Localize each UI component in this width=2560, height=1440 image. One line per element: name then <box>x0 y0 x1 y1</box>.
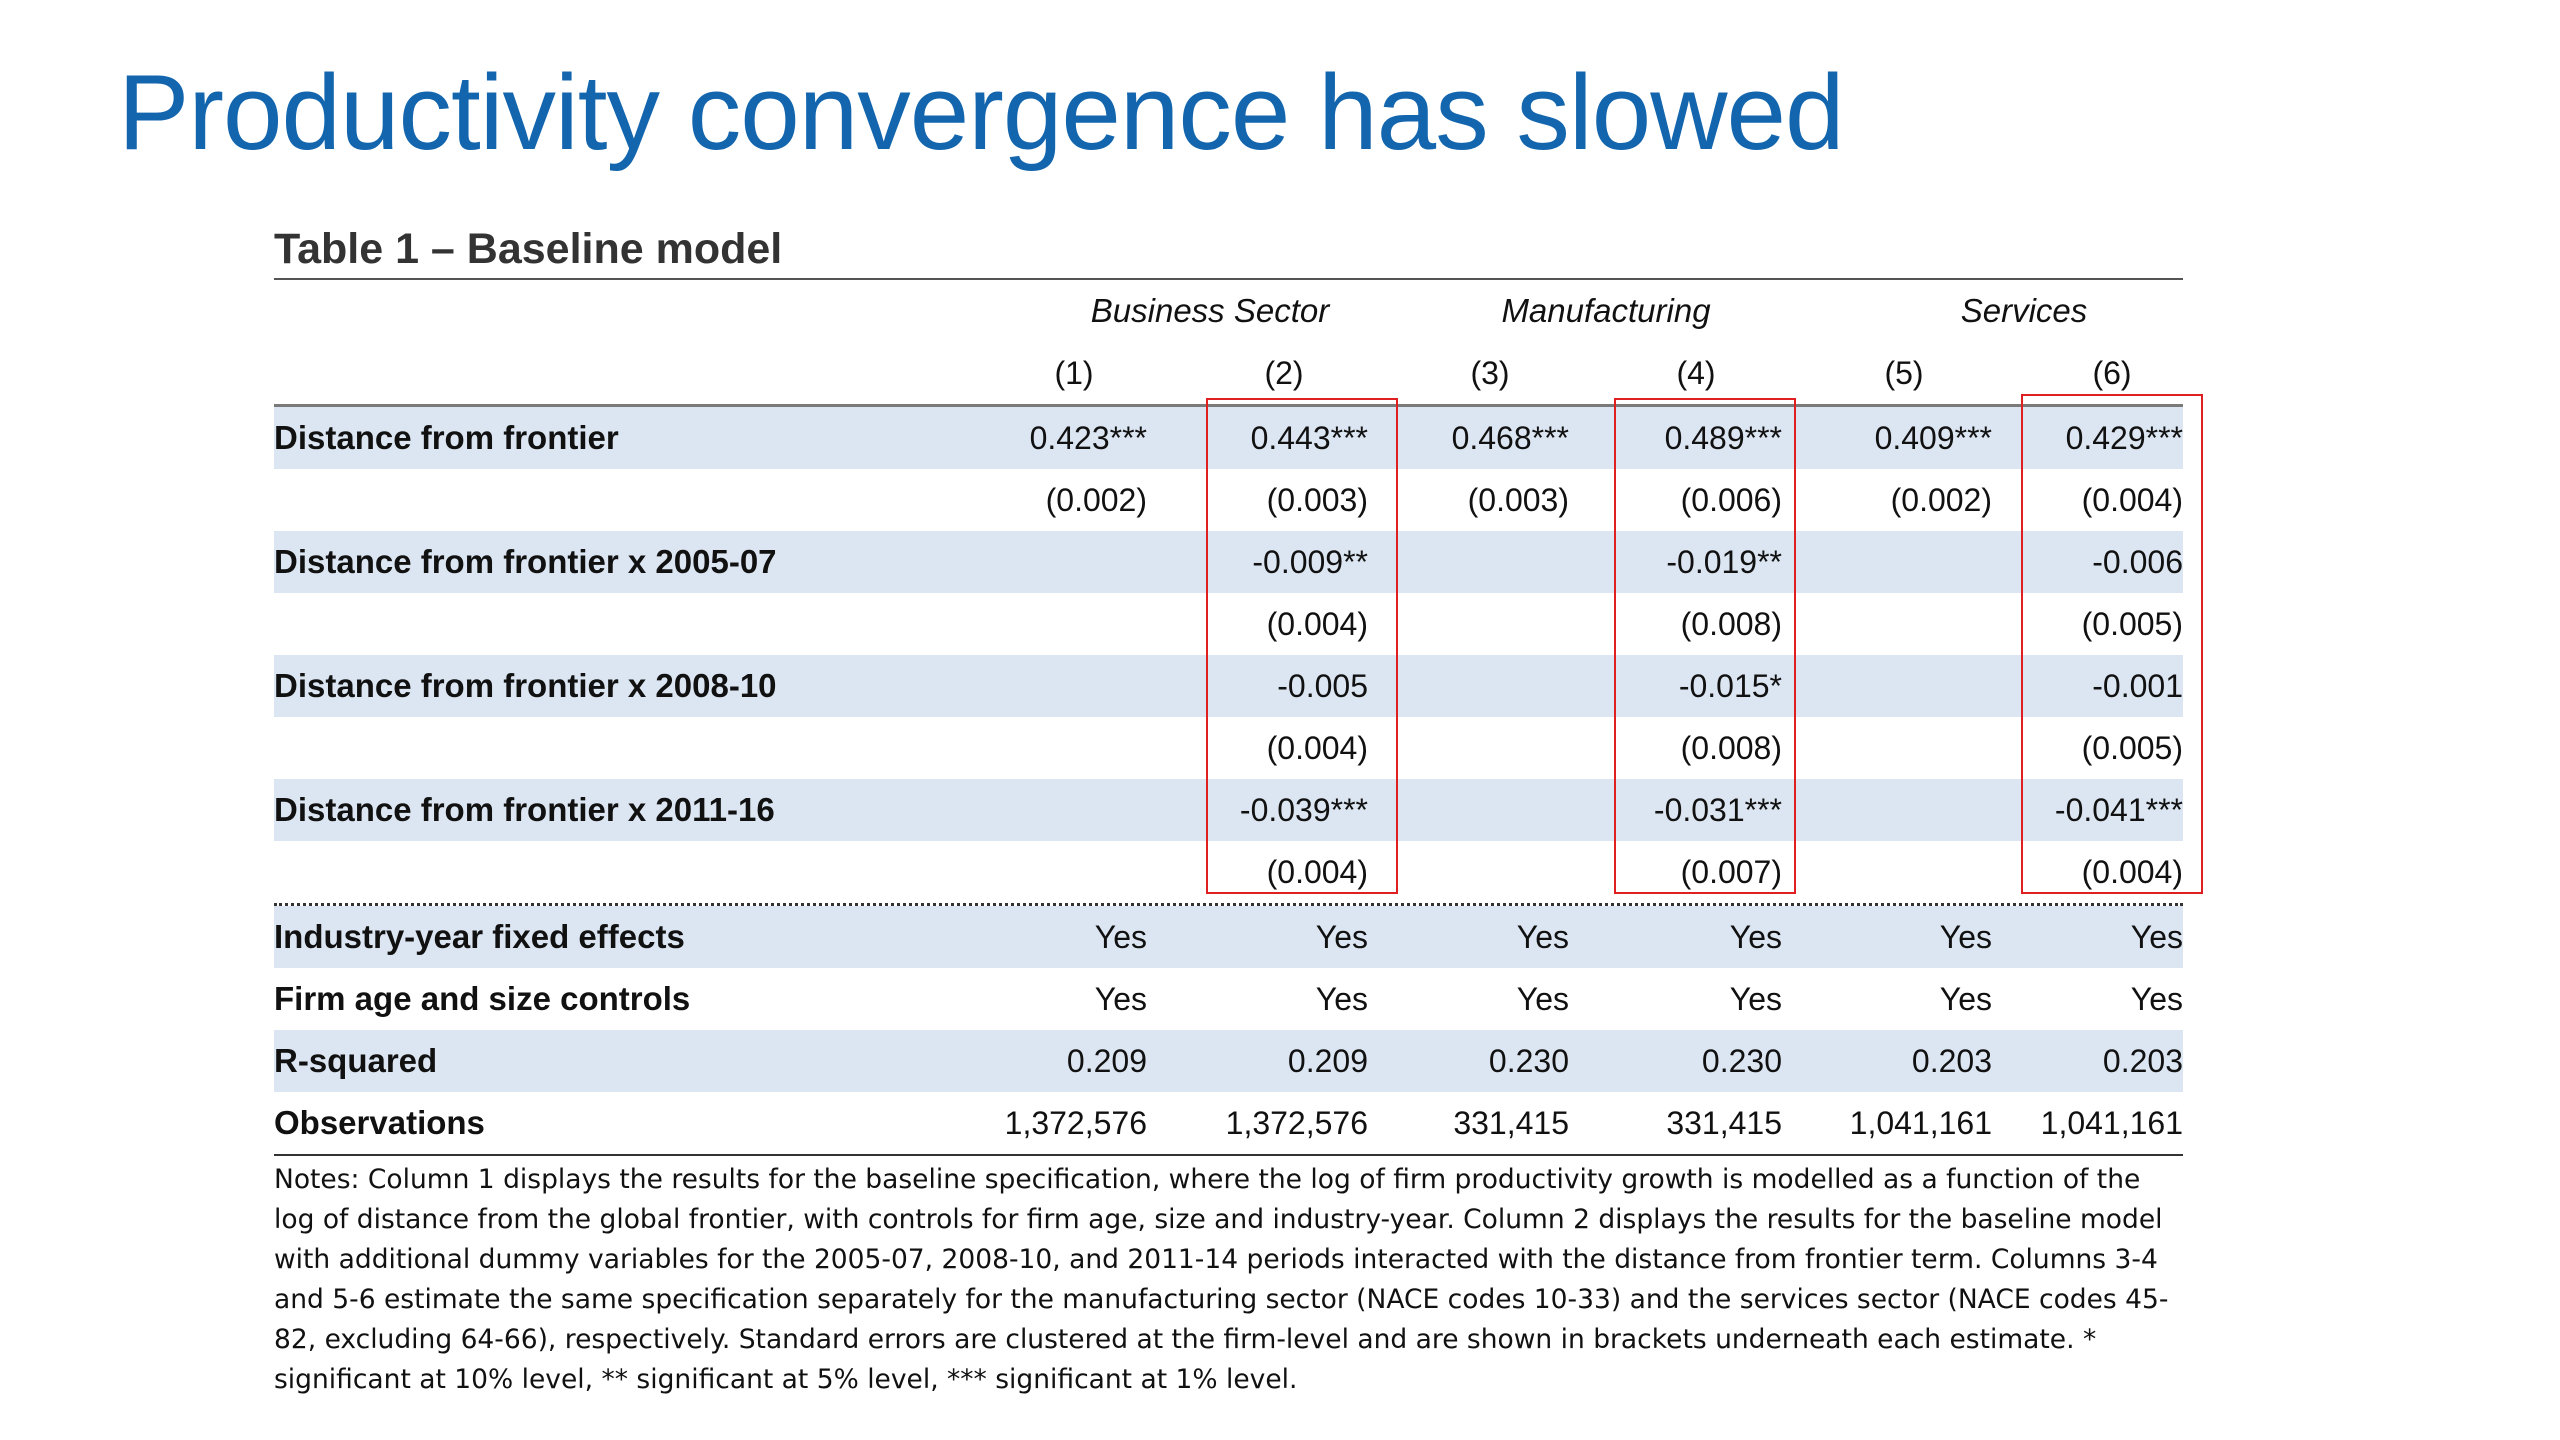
table-row: Observations 1,372,576 1,372,576 331,415 331… <box>274 1092 2183 1154</box>
table-cell: -0.039*** <box>1239 792 1368 828</box>
table-cell: (0.004) <box>1266 730 1368 766</box>
table-cell: (0.003) <box>1266 482 1368 518</box>
column-number: (5) <box>1884 355 1924 391</box>
group-header-row: Business Sector Manufacturing Services <box>274 280 2183 342</box>
table-cell: Yes <box>1315 981 1368 1017</box>
table-cell: 0.468*** <box>1451 420 1569 456</box>
table-cell: 331,415 <box>1666 1105 1782 1141</box>
column-number: (2) <box>1264 355 1304 391</box>
row-label: Distance from frontier <box>274 419 619 456</box>
table-row: (0.004) (0.008) (0.005) <box>274 717 2183 779</box>
table-cell: 0.209 <box>1287 1043 1368 1079</box>
table-cell: (0.003) <box>1467 482 1569 518</box>
table-cell: Yes <box>1315 919 1368 955</box>
table-row: Distance from frontier x 2011-16 -0.039**… <box>274 779 2183 841</box>
table-cell: 0.423*** <box>1029 420 1147 456</box>
row-label: Firm age and size controls <box>274 980 691 1017</box>
table-row: Distance from frontier x 2005-07 -0.009**… <box>274 531 2183 593</box>
table-cell: 0.230 <box>1488 1043 1569 1079</box>
table-cell: (0.002) <box>1045 482 1147 518</box>
table-cell: Yes <box>1939 919 1992 955</box>
table-cell: -0.019** <box>1666 544 1782 580</box>
table-row: Distance from frontier 0.423*** 0.443*** 0.… <box>274 407 2183 469</box>
table-cell: (0.004) <box>1266 606 1368 642</box>
table-row: (0.004) (0.007) (0.004) <box>274 841 2183 903</box>
table-cell: 1,372,576 <box>1004 1105 1147 1141</box>
table-notes: Notes: Column 1 displays the results for… <box>274 1164 2169 1395</box>
header-divider <box>274 404 2183 407</box>
table-cell: 0.443*** <box>1250 420 1368 456</box>
table-footer: Industry-year fixed effects Yes Yes Yes Yes Y… <box>274 906 2183 1154</box>
table-cell: Yes <box>1516 919 1569 955</box>
table-cell: Yes <box>1939 981 1992 1017</box>
table-cell: (0.004) <box>1266 854 1368 890</box>
table-row: Firm age and size controls Yes Yes Yes Yes Ye… <box>274 968 2183 1030</box>
table-cell: -0.041*** <box>2054 792 2183 828</box>
row-label: R-squared <box>274 1042 438 1079</box>
table-cell: Yes <box>2130 919 2183 955</box>
table-cell: (0.005) <box>2081 606 2183 642</box>
table-cell: 1,041,161 <box>1849 1105 1992 1141</box>
table-cell: Yes <box>2130 981 2183 1017</box>
table-cell: (0.002) <box>1890 482 1992 518</box>
table-cell: (0.004) <box>2081 482 2183 518</box>
highlight-box-column-2 <box>1206 398 1398 894</box>
row-label: Distance from frontier x 2005-07 <box>274 543 777 580</box>
table-cell: Yes <box>1094 919 1147 955</box>
column-number: (6) <box>2092 355 2132 391</box>
table-row: R-squared 0.209 0.209 0.230 0.230 0.203 0.203 <box>274 1030 2183 1092</box>
group-business-sector: Business Sector <box>1090 292 1330 329</box>
table-cell: 0.409*** <box>1874 420 1992 456</box>
table-cell: (0.007) <box>1680 854 1782 890</box>
table-cell: 0.230 <box>1701 1043 1782 1079</box>
table-cell: (0.006) <box>1680 482 1782 518</box>
table-cell: -0.006 <box>2092 544 2183 580</box>
row-label: Distance from frontier x 2008-10 <box>274 667 777 704</box>
group-manufacturing: Manufacturing <box>1501 292 1711 329</box>
table-cell: Yes <box>1729 981 1782 1017</box>
slide-title: Productivity convergence has slowed <box>118 52 1844 172</box>
table-cell: -0.031*** <box>1653 792 1782 828</box>
table-body: Distance from frontier 0.423*** 0.443*** 0.… <box>274 407 2183 903</box>
column-number-row: (1) (2) (3) (4) (5) (6) <box>274 342 2183 404</box>
row-label: Observations <box>274 1104 485 1141</box>
table-cell: Yes <box>1516 981 1569 1017</box>
table-bottom-rule <box>274 1154 2183 1156</box>
table-cell: Yes <box>1729 919 1782 955</box>
table-row: (0.004) (0.008) (0.005) <box>274 593 2183 655</box>
row-label: Distance from frontier x 2011-16 <box>274 791 775 828</box>
table-cell: 1,041,161 <box>2040 1105 2183 1141</box>
table-cell: 0.203 <box>2102 1043 2183 1079</box>
baseline-table: Table 1 – Baseline model Business Sector… <box>274 220 2203 1400</box>
dotted-divider <box>274 903 2183 906</box>
highlight-box-column-4 <box>1614 398 1796 894</box>
table-cell: 331,415 <box>1453 1105 1569 1141</box>
table-cell: (0.004) <box>2081 854 2183 890</box>
column-number: (3) <box>1470 355 1510 391</box>
table-cell: (0.008) <box>1680 730 1782 766</box>
highlight-box-column-6 <box>2021 394 2203 894</box>
table-cell: 0.209 <box>1066 1043 1147 1079</box>
table-row: Distance from frontier x 2008-10 -0.005 -0… <box>274 655 2183 717</box>
group-services: Services <box>1960 292 2088 329</box>
row-label: Industry-year fixed effects <box>274 918 685 955</box>
table-cell: 0.203 <box>1911 1043 1992 1079</box>
column-number: (4) <box>1676 355 1716 391</box>
table-cell: -0.005 <box>1277 668 1368 704</box>
table-cell: -0.009** <box>1252 544 1368 580</box>
table-title: Table 1 – Baseline model <box>274 220 2183 280</box>
table-cell: 1,372,576 <box>1225 1105 1368 1141</box>
table-cell: Yes <box>1094 981 1147 1017</box>
table-cell: 0.429*** <box>2065 420 2183 456</box>
table-cell: -0.015* <box>1678 668 1782 704</box>
table-cell: -0.001 <box>2092 668 2183 704</box>
table-row: Industry-year fixed effects Yes Yes Yes Yes Y… <box>274 906 2183 968</box>
table-cell: (0.005) <box>2081 730 2183 766</box>
table-cell: 0.489*** <box>1664 420 1782 456</box>
table-row: (0.002) (0.003) (0.003) (0.006) (0.002) (0.00… <box>274 469 2183 531</box>
column-number: (1) <box>1054 355 1094 391</box>
table-cell: (0.008) <box>1680 606 1782 642</box>
